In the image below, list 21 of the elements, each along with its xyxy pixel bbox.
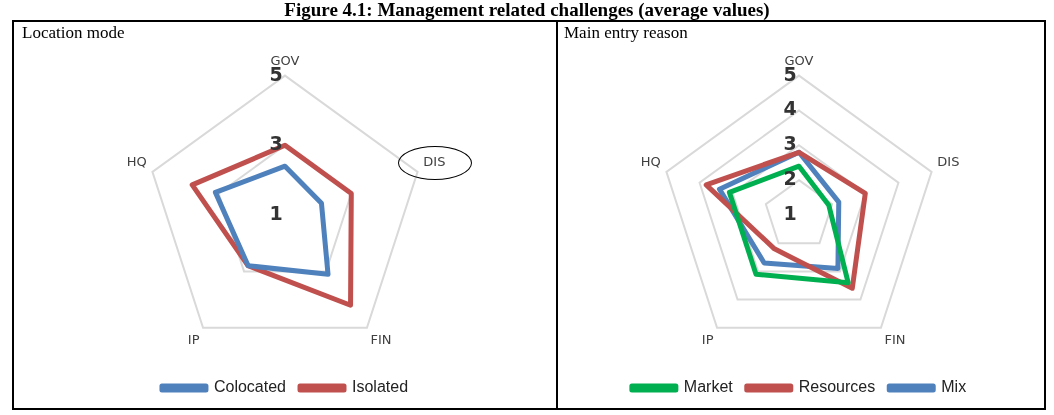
chart-title: Main entry reason: [564, 23, 688, 43]
legend-label: Mix: [941, 378, 967, 396]
chart-title: Location mode: [22, 23, 125, 43]
y-tick-label: 4: [783, 97, 797, 120]
legend-label: Colocated: [213, 378, 286, 396]
spoke-label: IP: [187, 331, 200, 347]
caption: Figure 4.1: Management related challenges (average values): [283, 0, 771, 20]
spoke-label: HQ: [640, 153, 661, 169]
y-tick-label: 1: [783, 201, 797, 224]
y-tick-label: 1: [269, 201, 283, 224]
y-tick-label: 3: [783, 132, 797, 155]
y-tick-label: 2: [783, 167, 797, 190]
legend-label: Market: [683, 378, 734, 396]
legend-label: Resources: [798, 378, 876, 396]
spoke-label: DIS: [937, 153, 960, 169]
spoke-label: DIS: [423, 153, 446, 169]
spoke-label: FIN: [370, 331, 392, 347]
spoke-label: IP: [701, 331, 714, 347]
legend-label: Isolated: [352, 378, 409, 396]
spoke-label: HQ: [126, 153, 147, 169]
spoke-label: FIN: [884, 331, 906, 347]
